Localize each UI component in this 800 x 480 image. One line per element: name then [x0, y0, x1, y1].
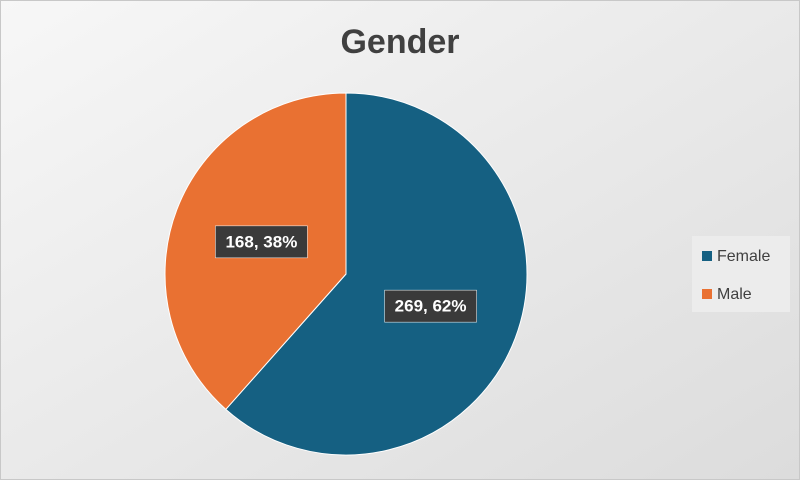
data-label: 168, 38%: [225, 232, 297, 251]
data-label: 269, 62%: [395, 297, 467, 316]
legend-label: Female: [717, 248, 770, 265]
legend-swatch: [702, 251, 712, 261]
data-label-box: [384, 289, 477, 323]
legend-label: Male: [717, 286, 752, 303]
data-label-box: [215, 225, 308, 259]
legend-box: [692, 236, 790, 312]
pie-slice: [225, 92, 528, 456]
legend-swatch: [702, 289, 712, 299]
chart-title: Gender: [340, 23, 459, 61]
